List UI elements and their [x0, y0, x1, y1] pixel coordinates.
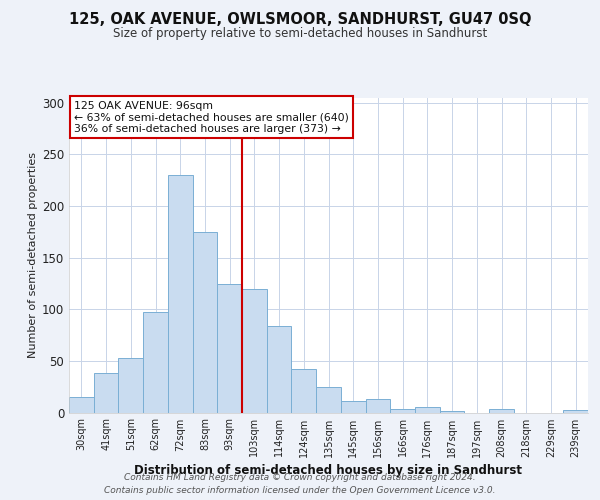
Bar	[217, 284, 242, 412]
Bar	[563, 410, 588, 412]
X-axis label: Distribution of semi-detached houses by size in Sandhurst: Distribution of semi-detached houses by …	[134, 464, 523, 476]
Bar	[143, 312, 168, 412]
Bar	[415, 408, 440, 412]
Text: Contains public sector information licensed under the Open Government Licence v3: Contains public sector information licen…	[104, 486, 496, 495]
Bar	[242, 288, 267, 412]
Bar	[341, 401, 365, 412]
Bar	[267, 326, 292, 412]
Text: 125 OAK AVENUE: 96sqm
← 63% of semi-detached houses are smaller (640)
36% of sem: 125 OAK AVENUE: 96sqm ← 63% of semi-deta…	[74, 100, 349, 134]
Bar	[292, 369, 316, 412]
Bar	[365, 399, 390, 412]
Bar	[193, 232, 217, 412]
Bar	[118, 358, 143, 412]
Bar	[390, 410, 415, 412]
Text: Contains HM Land Registry data © Crown copyright and database right 2024.: Contains HM Land Registry data © Crown c…	[124, 472, 476, 482]
Y-axis label: Number of semi-detached properties: Number of semi-detached properties	[28, 152, 38, 358]
Bar	[94, 374, 118, 412]
Bar	[489, 410, 514, 412]
Text: 125, OAK AVENUE, OWLSMOOR, SANDHURST, GU47 0SQ: 125, OAK AVENUE, OWLSMOOR, SANDHURST, GU…	[69, 12, 531, 28]
Bar	[316, 386, 341, 412]
Bar	[69, 397, 94, 412]
Text: Size of property relative to semi-detached houses in Sandhurst: Size of property relative to semi-detach…	[113, 28, 487, 40]
Bar	[168, 175, 193, 412]
